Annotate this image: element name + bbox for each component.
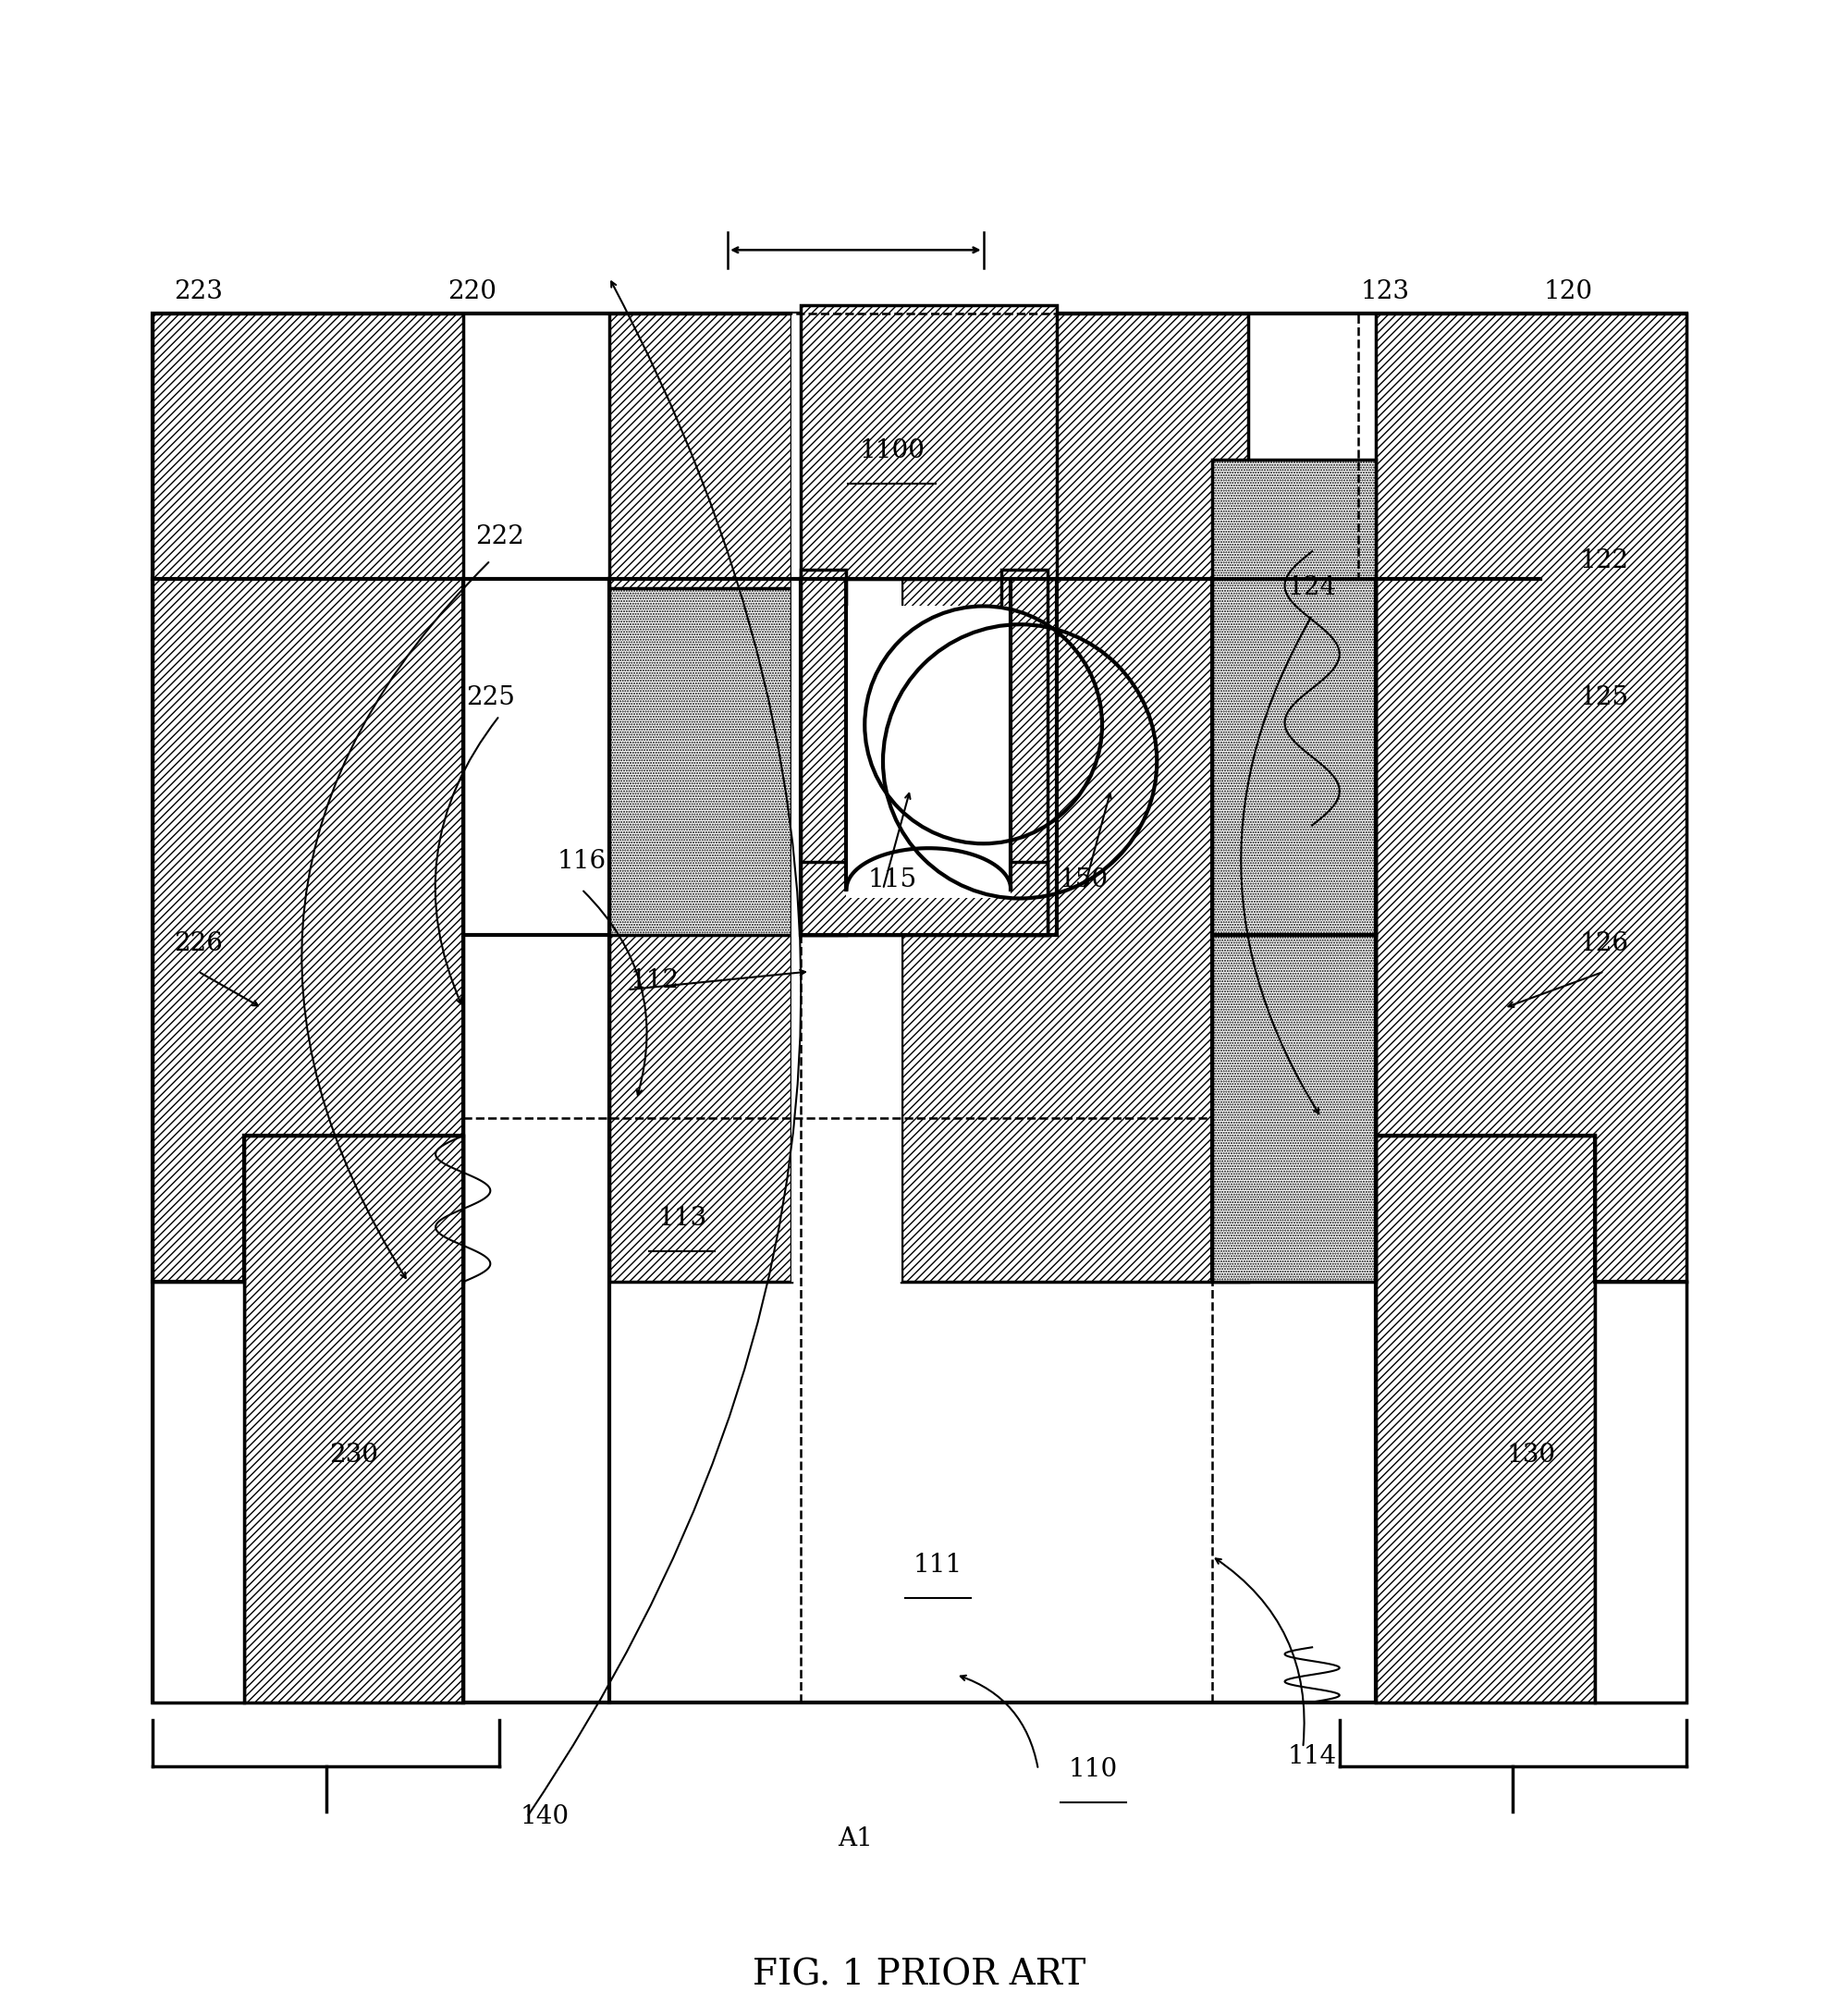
Text: 150: 150 xyxy=(1059,867,1109,893)
Text: 223: 223 xyxy=(173,280,223,304)
Bar xyxy=(846,607,1011,899)
Bar xyxy=(1212,460,1376,935)
Text: 124: 124 xyxy=(1287,575,1337,601)
Text: 140: 140 xyxy=(520,1804,570,1831)
Text: 111: 111 xyxy=(914,1552,962,1579)
Text: 115: 115 xyxy=(868,867,916,893)
Bar xyxy=(609,589,791,935)
Text: 130: 130 xyxy=(1506,1443,1556,1468)
Text: A1: A1 xyxy=(839,1826,874,1851)
Bar xyxy=(609,314,1357,579)
Bar xyxy=(791,314,901,1282)
Bar xyxy=(1376,314,1686,1282)
Text: 1100: 1100 xyxy=(859,437,925,464)
Text: 110: 110 xyxy=(1068,1758,1118,1782)
Bar xyxy=(153,314,463,1282)
Bar xyxy=(153,314,1686,1702)
Text: 222: 222 xyxy=(474,524,524,548)
Bar xyxy=(1594,1282,1686,1702)
Bar xyxy=(245,1135,463,1702)
Bar xyxy=(1376,1135,1594,1702)
Text: 116: 116 xyxy=(557,849,607,875)
Bar xyxy=(800,863,1048,935)
Text: 226: 226 xyxy=(173,931,223,956)
Text: 112: 112 xyxy=(631,968,679,994)
Text: FIG. 1 PRIOR ART: FIG. 1 PRIOR ART xyxy=(752,1958,1087,1992)
Bar xyxy=(153,1282,245,1702)
Bar xyxy=(1002,571,1048,935)
Text: 225: 225 xyxy=(465,685,515,710)
Text: 120: 120 xyxy=(1543,280,1593,304)
Bar xyxy=(800,571,846,935)
Text: 230: 230 xyxy=(329,1443,377,1468)
Bar xyxy=(609,314,791,1282)
Bar xyxy=(901,314,1249,1282)
Text: 123: 123 xyxy=(1361,280,1411,304)
Text: 126: 126 xyxy=(1580,931,1629,956)
Bar xyxy=(800,304,1056,579)
Text: 125: 125 xyxy=(1580,685,1629,710)
Text: 220: 220 xyxy=(447,280,497,304)
Bar xyxy=(1212,935,1376,1282)
Text: 122: 122 xyxy=(1580,548,1629,573)
Text: 113: 113 xyxy=(658,1206,706,1230)
Text: 114: 114 xyxy=(1287,1744,1337,1770)
